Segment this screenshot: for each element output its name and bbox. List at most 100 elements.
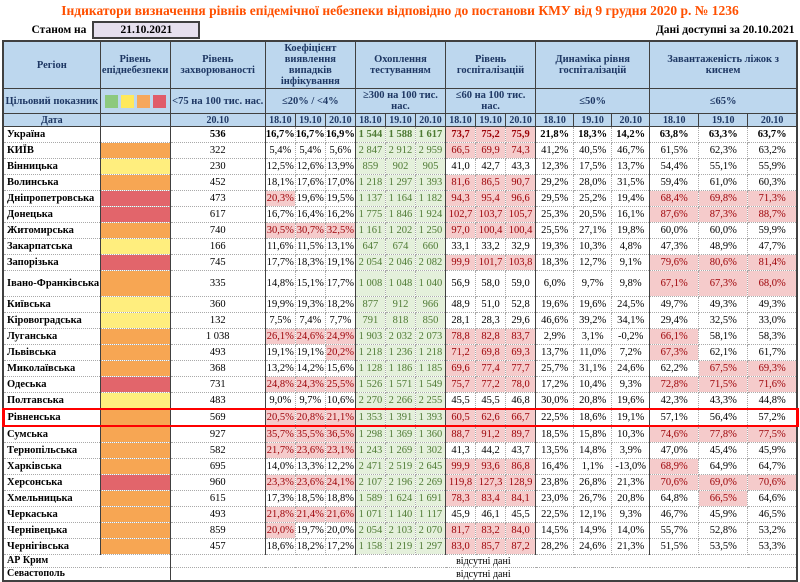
- region-name: Вінницька: [3, 158, 101, 175]
- hospitalization-value: 62,6: [475, 408, 507, 427]
- hospitalization-dynamics-value: 25,3%: [535, 206, 575, 223]
- date-cell: 19.10: [294, 113, 326, 127]
- hospitalization-value: 69,8: [475, 344, 507, 361]
- hospitalization-dynamics-value: 25,2%: [573, 190, 613, 207]
- page-title: Індикатори визначення рівнів епідемічної…: [61, 3, 739, 18]
- hospitalization-value: 83,2: [475, 522, 507, 539]
- testing-coverage-value: 2 054: [354, 254, 386, 271]
- hospitalization-dynamics-value: 26,7%: [573, 490, 613, 507]
- oxygen-beds-value: 55,9%: [747, 158, 798, 175]
- hospitalization-dynamics-value: 14,2%: [611, 126, 651, 143]
- testing-coverage-value: 1 549: [415, 376, 447, 393]
- testing-coverage-value: 1 117: [415, 506, 447, 523]
- incidence-value: 493: [169, 506, 266, 523]
- as-of-label: Станом на: [31, 24, 87, 36]
- hospitalization-dynamics-value: 7,2%: [611, 344, 651, 361]
- hospitalization-value: 41,3: [445, 442, 477, 459]
- hospitalization-value: 81,6: [445, 174, 477, 191]
- detection-coef-value: 16,4%: [295, 206, 326, 223]
- testing-coverage-value: 1 040: [415, 270, 447, 297]
- region-name: Житомирська: [3, 222, 101, 239]
- testing-coverage-value: 1 137: [354, 190, 386, 207]
- detection-coef-value: 19,1%: [295, 344, 326, 361]
- date-cell: 20.10: [505, 113, 537, 127]
- no-data-label: відсутні дані: [169, 554, 798, 568]
- incidence-value: 335: [169, 270, 266, 297]
- date-cell: 20.10: [611, 113, 651, 127]
- testing-coverage-value: 1 048: [385, 270, 416, 297]
- yellow-level-swatch-icon: [120, 94, 134, 108]
- detection-coef-value: 18,2%: [325, 296, 356, 313]
- testing-coverage-value: 1 391: [385, 408, 416, 427]
- hospitalization-dynamics-value: 24,6%: [611, 360, 651, 377]
- region-row: Чернівецька 859 20,0% 19,7% 20,0% 2 054 2 103 2…: [3, 522, 798, 539]
- region-row: Херсонська 960 23,3% 23,6% 24,1% 2 107 2 196 2 …: [3, 474, 798, 491]
- testing-coverage-value: 2 073: [415, 328, 447, 345]
- hospitalization-value: 85,7: [475, 538, 507, 555]
- oxygen-beds-value: 71,3%: [747, 190, 798, 207]
- testing-coverage-value: 1 393: [415, 408, 447, 427]
- hospitalization-dynamics-value: 9,3%: [611, 376, 651, 393]
- oxygen-beds-value: 58,3%: [747, 328, 798, 345]
- detection-coef-value: 5,6%: [325, 142, 356, 159]
- testing-coverage-value: 1 526: [354, 376, 386, 393]
- hospitalization-value: 97,0: [445, 222, 477, 239]
- testing-coverage-value: 1 297: [415, 538, 447, 555]
- detection-coef-value: 12,2%: [325, 458, 356, 475]
- hospitalization-dynamics-value: 10,3%: [573, 238, 613, 255]
- hospitalization-dynamics-value: 2,9%: [535, 328, 575, 345]
- oxygen-beds-value: 48,9%: [698, 238, 749, 255]
- epi-level-cell: [100, 360, 171, 377]
- hospitalization-dynamics-value: 19,3%: [535, 238, 575, 255]
- region-name: Миколаївська: [3, 360, 101, 377]
- oxygen-beds-value: 77,5%: [747, 426, 798, 443]
- hospitalization-dynamics-value: 21,3%: [611, 538, 651, 555]
- oxygen-beds-value: 61,7%: [747, 344, 798, 361]
- oxygen-beds-target: ≤65%: [649, 88, 798, 114]
- detection-coef-value: 16,7%: [295, 126, 326, 143]
- oxygen-beds-value: 59,9%: [747, 222, 798, 239]
- hospitalization-value: 45,9: [445, 506, 477, 523]
- detection-coef-value: 17,3%: [264, 490, 296, 507]
- hospitalization-value: 83,0: [445, 538, 477, 555]
- detection-coef-value: 24,8%: [264, 376, 296, 393]
- oxygen-beds-value: 77,8%: [698, 426, 749, 443]
- incidence-value: 473: [169, 190, 266, 207]
- testing-coverage-value: 966: [415, 296, 447, 313]
- hospitalization-value: 128,9: [505, 474, 537, 491]
- hospitalization-dynamics-value: 24,6%: [573, 538, 613, 555]
- hospitalization-dynamics-value: 16,4%: [535, 458, 575, 475]
- date-cell: 20.10: [324, 113, 356, 127]
- detection-coef-value: 10,6%: [325, 392, 356, 410]
- testing-coverage-value: 2 032: [385, 328, 416, 345]
- region-row: Черкаська 493 21,8% 21,4% 21,6% 1 071 1 140 1 1…: [3, 506, 798, 523]
- region-name: Чернігівська: [3, 538, 101, 555]
- date-cell: 20.10: [169, 113, 266, 127]
- date-cell: 19.10: [698, 113, 749, 127]
- testing-coverage-value: 1 186: [385, 360, 416, 377]
- detection-coef-value: 16,9%: [325, 126, 356, 143]
- oxygen-beds-value: 69,8%: [698, 190, 749, 207]
- hospitalization-dynamics-target: ≤50%: [535, 88, 651, 114]
- detection-coef-value: 14,8%: [264, 270, 296, 297]
- oxygen-beds-value: 61,5%: [649, 142, 700, 159]
- epi-level-cell: [100, 442, 171, 459]
- testing-coverage-value: 1 218: [354, 344, 386, 361]
- incidence-value: 695: [169, 458, 266, 475]
- testing-coverage-value: 1 369: [385, 426, 416, 443]
- testing-coverage-value: 1 071: [354, 506, 386, 523]
- testing-coverage-value: 1 140: [385, 506, 416, 523]
- hospitalization-value: 81,7: [445, 522, 477, 539]
- hospitalization-value: 51,0: [475, 296, 507, 313]
- region-row: Закарпатська 166 11,6% 11,5% 13,1% 647 674 660 3…: [3, 238, 798, 255]
- detection-coef-value: 18,5%: [295, 490, 326, 507]
- hospitalization-level-header: Рівень госпіталізацій: [445, 40, 537, 89]
- detection-coef-value: 24,1%: [325, 474, 356, 491]
- epidemic-indicators-table: Регіон Рівень епіднебезпеки Рівень захво…: [1, 40, 799, 582]
- detection-coef-value: 25,5%: [325, 376, 356, 393]
- epi-level-cell: [100, 458, 171, 475]
- oxygen-beds-value: 45,4%: [698, 442, 749, 459]
- hospitalization-dynamics-value: 31,1%: [573, 360, 613, 377]
- oxygen-beds-value: 64,9%: [698, 458, 749, 475]
- testing-coverage-value: 1 161: [354, 222, 386, 239]
